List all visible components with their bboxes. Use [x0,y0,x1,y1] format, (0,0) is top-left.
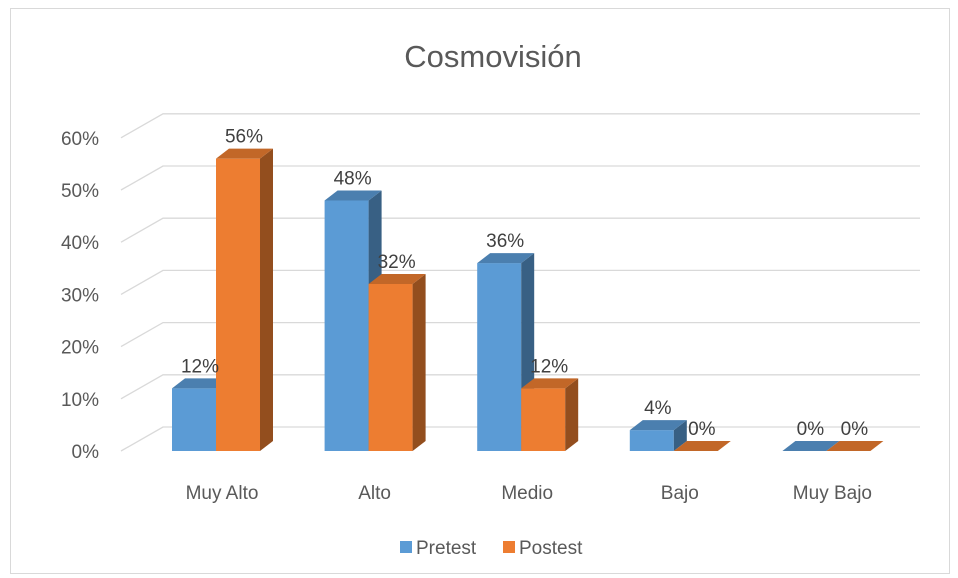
category-label: Medio [501,483,553,504]
y-tick-label: 40% [61,233,99,254]
data-label: 36% [486,231,524,252]
bar-postest-1 [368,273,426,451]
category-label: Muy Bajo [793,483,872,504]
bar-top [368,273,426,284]
bar-front [629,430,674,451]
bar-side [412,273,426,451]
bar-postest-3 [673,441,731,451]
bar-front [521,388,566,451]
bar-side [673,420,687,451]
category-label: Muy Alto [186,483,259,504]
gridline [120,269,920,295]
bar-postest-0 [216,148,273,451]
data-label: 12% [181,356,219,377]
legend-label-postest: Postest [519,538,583,559]
bar-top [629,420,687,431]
category-label: Alto [358,483,391,504]
y-tick-label: 20% [61,338,99,359]
bar-front [368,283,413,451]
bar-pretest-3 [629,420,687,451]
chart-svg: Cosmovisión 0% 10% 20% 30% 40% 50% 60% 12% 56% 4… [61,39,920,559]
gridline [120,165,920,191]
data-label: 56% [225,127,263,148]
gridline [120,321,920,348]
bar-top [216,148,273,159]
bar-pretest-4 [782,441,840,451]
data-label: 32% [378,252,416,273]
gridline [120,374,920,400]
data-label: 0% [797,419,825,440]
data-label: 4% [644,398,672,419]
legend: Pretest Postest [400,538,583,559]
y-tick-label: 60% [61,129,99,150]
category-label: Bajo [661,483,699,504]
bar-top [826,441,884,451]
gridline [120,113,920,139]
bar-front [477,263,522,451]
legend-label-pretest: Pretest [416,538,477,559]
bar-top [521,378,579,389]
legend-swatch-postest [503,541,515,553]
bar-postest-2 [521,378,579,451]
data-label: 48% [334,168,372,189]
y-tick-label: 50% [61,181,99,202]
data-label: 12% [530,356,568,377]
chart-title: Cosmovisión [404,39,581,74]
bar-top [172,378,229,389]
bar-top [782,441,840,451]
y-tick-label: 30% [61,285,99,306]
bar-postest-4 [826,441,884,451]
legend-swatch-pretest [400,541,412,553]
bar-front [324,200,369,451]
bar-top [477,253,535,264]
y-tick-label: 0% [72,442,100,463]
bar-side [565,378,579,451]
bar-pretest-2 [477,253,535,451]
bar-front [216,158,260,451]
data-label: 0% [688,419,716,440]
bar-top [324,190,382,201]
gridline [120,217,920,243]
bar-side [260,148,273,451]
data-label: 0% [841,419,869,440]
chart-frame: Cosmovisión 0% 10% 20% 30% 40% 50% 60% 12% 56% 4… [10,8,950,574]
bar-top [673,441,731,451]
bar-front [172,388,216,451]
y-tick-label: 10% [61,390,99,411]
